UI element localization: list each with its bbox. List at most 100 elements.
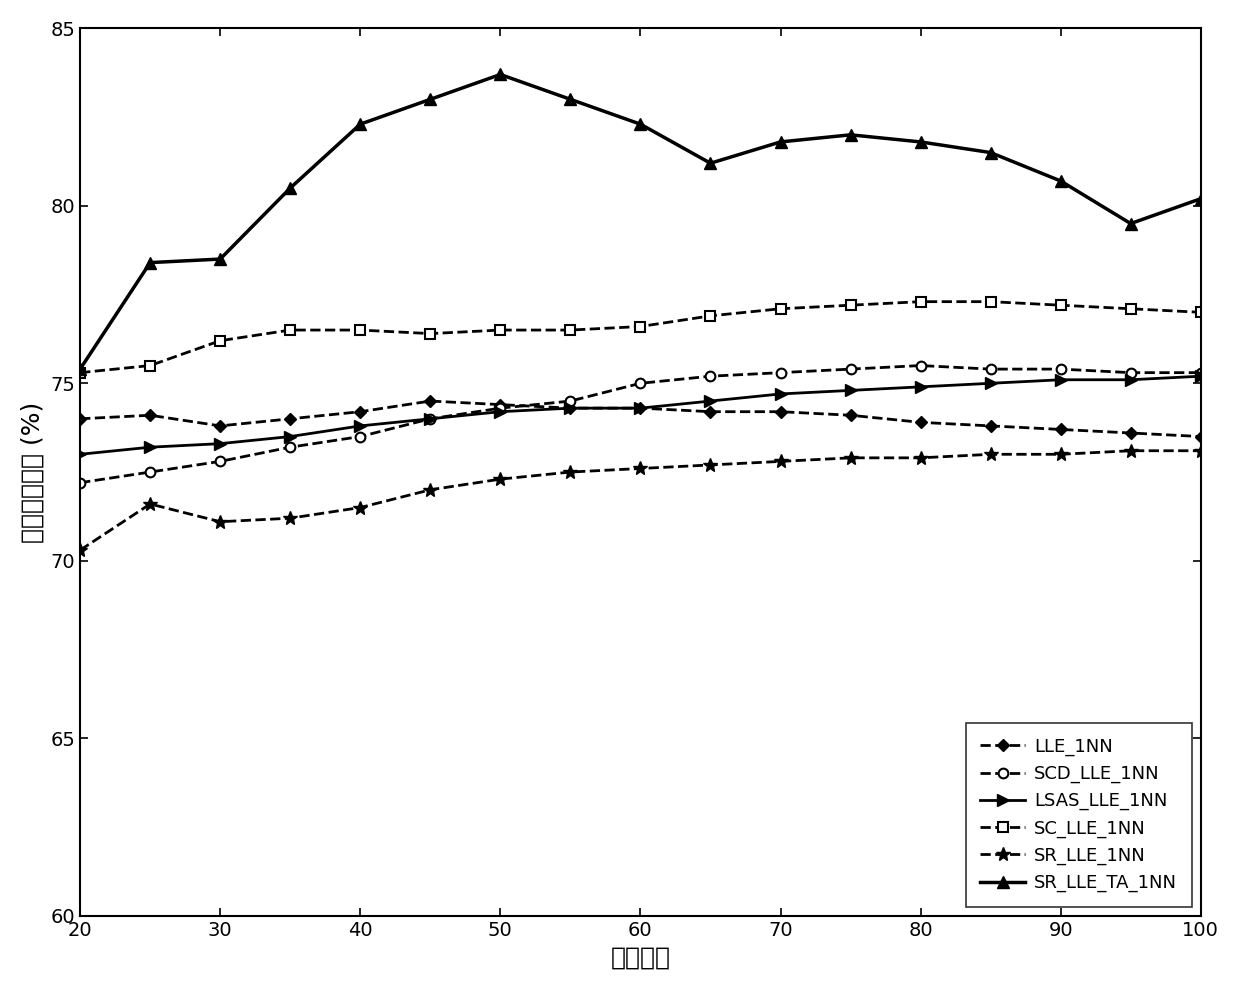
LSAS_LLE_1NN [703,395,718,407]
LSAS_LLE_1NN [1053,374,1068,386]
SR_LLE_TA_1NN [1053,175,1068,187]
LLE_1NN [1053,424,1068,436]
LLE_1NN [494,399,508,411]
LLE_1NN [632,402,647,414]
LLE_1NN [773,406,787,418]
SCD_LLE_1NN [703,370,718,382]
SR_LLE_TA_1NN [73,363,88,375]
SR_LLE_1NN [703,459,718,471]
SR_LLE_TA_1NN [983,147,998,158]
SR_LLE_1NN [494,473,508,485]
LLE_1NN [1193,431,1208,443]
Y-axis label: 总体分类精度 (%): 总体分类精度 (%) [21,401,45,543]
SR_LLE_TA_1NN [213,253,228,265]
LSAS_LLE_1NN [213,438,228,449]
SR_LLE_TA_1NN [913,136,928,148]
LLE_1NN [703,406,718,418]
SR_LLE_1NN [983,448,998,460]
LLE_1NN [423,395,438,407]
SCD_LLE_1NN [353,431,368,443]
SCD_LLE_1NN [983,363,998,375]
LSAS_LLE_1NN [494,406,508,418]
LSAS_LLE_1NN [1193,370,1208,382]
SC_LLE_1NN [1193,306,1208,318]
SR_LLE_1NN [283,512,298,524]
SC_LLE_1NN [913,296,928,308]
SC_LLE_1NN [73,366,88,378]
SC_LLE_1NN [843,299,858,311]
LSAS_LLE_1NN [913,381,928,393]
Line: LSAS_LLE_1NN: LSAS_LLE_1NN [74,370,1207,459]
Line: SR_LLE_TA_1NN: SR_LLE_TA_1NN [74,68,1207,375]
LLE_1NN [563,402,578,414]
SR_LLE_1NN [1053,448,1068,460]
LSAS_LLE_1NN [843,384,858,396]
LLE_1NN [983,420,998,432]
SR_LLE_1NN [632,462,647,474]
SC_LLE_1NN [353,324,368,336]
SR_LLE_1NN [73,544,88,556]
Line: SCD_LLE_1NN: SCD_LLE_1NN [76,360,1205,487]
SCD_LLE_1NN [563,395,578,407]
LSAS_LLE_1NN [73,448,88,460]
LSAS_LLE_1NN [773,388,787,400]
SR_LLE_TA_1NN [353,118,368,130]
SCD_LLE_1NN [773,366,787,378]
SCD_LLE_1NN [1053,363,1068,375]
SCD_LLE_1NN [1123,366,1138,378]
SC_LLE_1NN [703,310,718,322]
SC_LLE_1NN [1123,303,1138,315]
SR_LLE_TA_1NN [494,68,508,80]
LSAS_LLE_1NN [143,442,157,453]
SR_LLE_TA_1NN [423,93,438,105]
LSAS_LLE_1NN [563,402,578,414]
SR_LLE_1NN [913,451,928,463]
LLE_1NN [213,420,228,432]
LSAS_LLE_1NN [1123,374,1138,386]
SC_LLE_1NN [773,303,787,315]
SR_LLE_TA_1NN [143,256,157,268]
LSAS_LLE_1NN [632,402,647,414]
LSAS_LLE_1NN [353,420,368,432]
SCD_LLE_1NN [1193,366,1208,378]
SR_LLE_TA_1NN [563,93,578,105]
SR_LLE_TA_1NN [283,182,298,194]
SR_LLE_TA_1NN [773,136,787,148]
SCD_LLE_1NN [423,413,438,425]
SCD_LLE_1NN [632,377,647,389]
LLE_1NN [143,409,157,421]
SR_LLE_TA_1NN [843,129,858,141]
SC_LLE_1NN [213,335,228,346]
LSAS_LLE_1NN [423,413,438,425]
SR_LLE_TA_1NN [632,118,647,130]
X-axis label: 降维维数: 降维维数 [610,945,671,969]
LLE_1NN [283,413,298,425]
SR_LLE_1NN [143,498,157,510]
SR_LLE_1NN [563,466,578,478]
LLE_1NN [1123,427,1138,439]
SCD_LLE_1NN [143,466,157,478]
LSAS_LLE_1NN [983,377,998,389]
SCD_LLE_1NN [913,359,928,371]
SR_LLE_1NN [1193,445,1208,456]
SC_LLE_1NN [283,324,298,336]
SC_LLE_1NN [632,321,647,333]
LLE_1NN [353,406,368,418]
SC_LLE_1NN [563,324,578,336]
LLE_1NN [843,409,858,421]
SR_LLE_TA_1NN [1193,193,1208,205]
SC_LLE_1NN [494,324,508,336]
SC_LLE_1NN [143,359,157,371]
SCD_LLE_1NN [843,363,858,375]
SR_LLE_1NN [843,451,858,463]
SCD_LLE_1NN [213,455,228,467]
SR_LLE_1NN [423,484,438,496]
SCD_LLE_1NN [73,477,88,489]
SR_LLE_1NN [1123,445,1138,456]
Legend: LLE_1NN, SCD_LLE_1NN, LSAS_LLE_1NN, SC_LLE_1NN, SR_LLE_1NN, SR_LLE_TA_1NN: LLE_1NN, SCD_LLE_1NN, LSAS_LLE_1NN, SC_L… [966,723,1192,907]
SCD_LLE_1NN [283,442,298,453]
LLE_1NN [913,417,928,429]
SCD_LLE_1NN [494,402,508,414]
SC_LLE_1NN [1053,299,1068,311]
SR_LLE_1NN [213,516,228,528]
